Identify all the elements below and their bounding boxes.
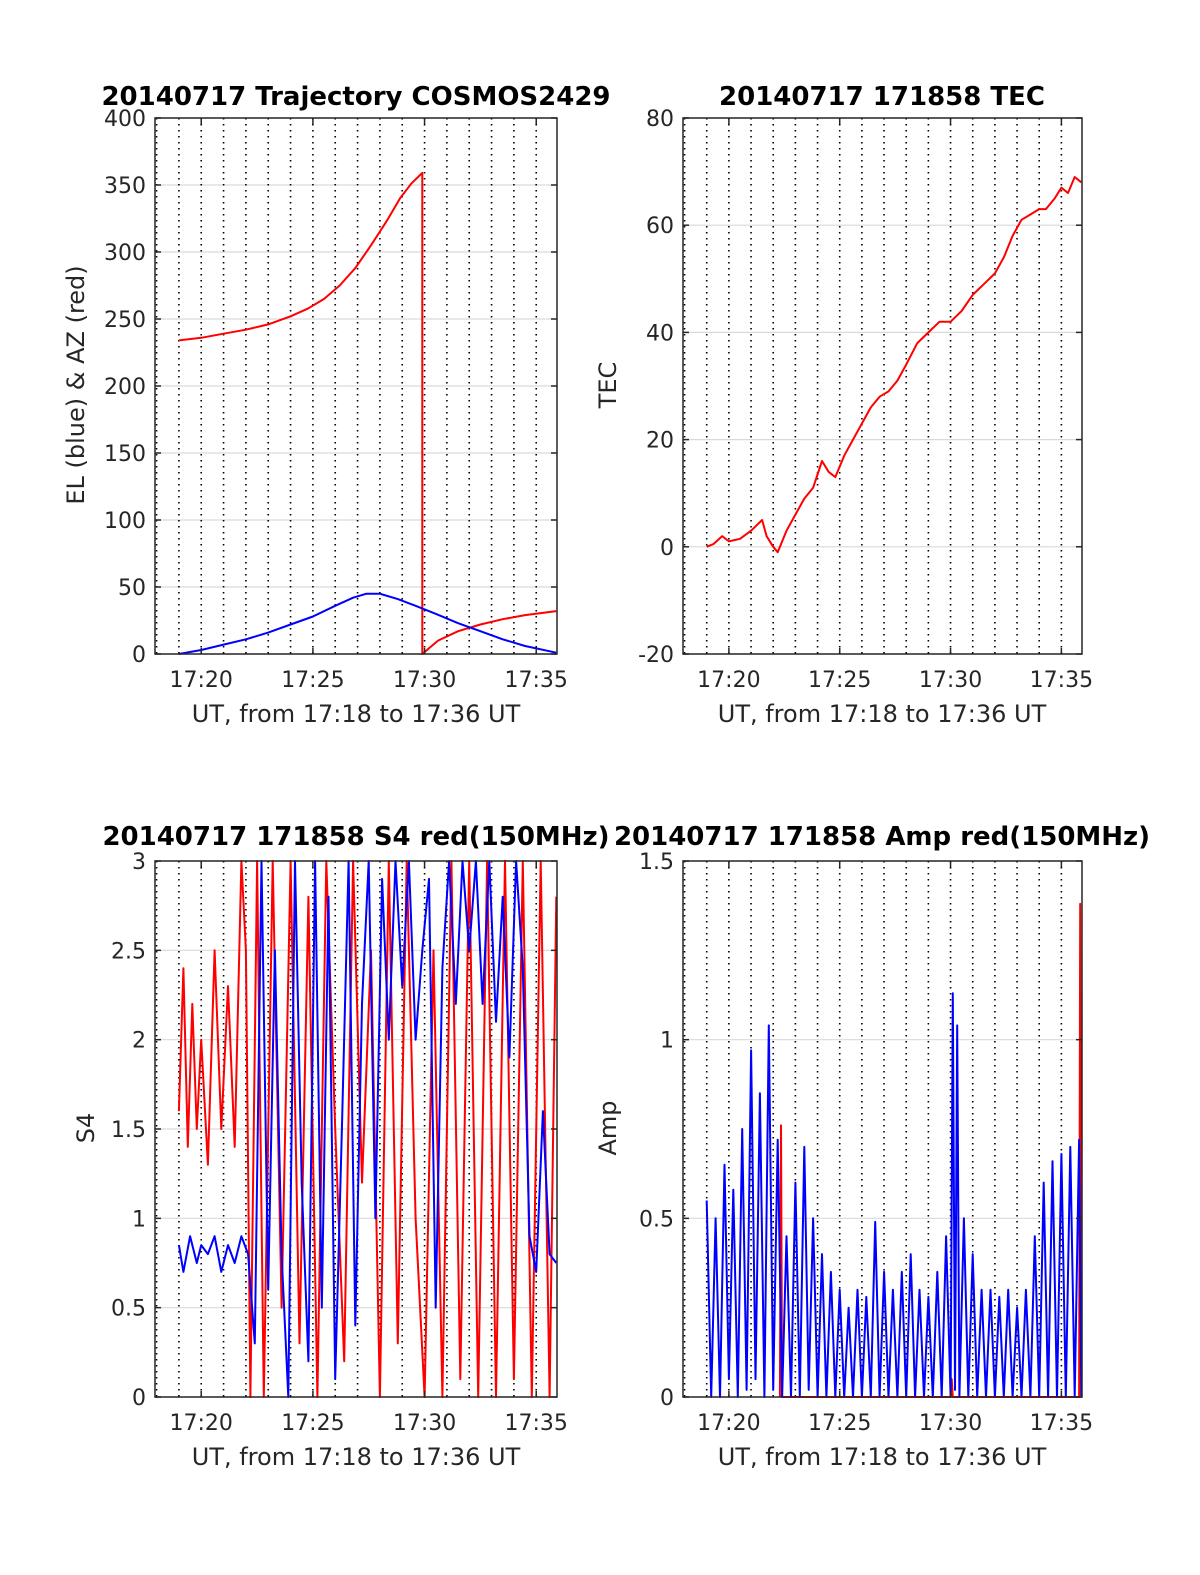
xtick-label-tec: 17:35 xyxy=(1030,668,1093,693)
plot-s4: 0 0.5 1 1.5 2 2.5 3 17:20 17:25 17:30 17:35 xyxy=(111,850,568,1436)
plot-trajectory: 0 50 100 150 200 250 300 350 400 17:20 17:25 17:30 1… xyxy=(104,107,568,693)
xtick-label-s4: 17:20 xyxy=(170,1411,233,1436)
ytick-label-trajectory: 150 xyxy=(104,442,146,467)
xtick-label-trajectory: 17:25 xyxy=(281,668,344,693)
xtick-label-trajectory: 17:20 xyxy=(170,668,233,693)
xtick-label-tec: 17:20 xyxy=(697,668,760,693)
title-tec: 20140717 171858 TEC xyxy=(719,82,1045,112)
ytick-label-trajectory: 250 xyxy=(104,308,146,333)
title-amp: 20140717 171858 Amp red(150MHz) xyxy=(614,822,1150,852)
ytick-label-trajectory: 0 xyxy=(132,643,146,668)
ytick-label-tec: 60 xyxy=(646,214,674,239)
xtick-label-tec: 17:30 xyxy=(919,668,982,693)
panel-trajectory: 20140717 Trajectory COSMOS2429 UT, from … xyxy=(62,82,611,728)
ytick-label-trajectory: 350 xyxy=(104,174,146,199)
panel-s4: 20140717 171858 S4 red(150MHz) UT, from … xyxy=(72,822,610,1471)
panel-tec: 20140717 171858 TEC UT, from 17:18 to 17… xyxy=(594,82,1047,728)
ytick-label-trajectory: 200 xyxy=(104,375,146,400)
xtick-label-s4: 17:35 xyxy=(505,1411,568,1436)
ytick-label-trajectory: 300 xyxy=(104,241,146,266)
ytick-label-s4: 3 xyxy=(132,850,146,875)
ytick-label-s4: 2 xyxy=(132,1029,146,1054)
ylabel-tec: TEC xyxy=(594,362,622,410)
title-trajectory: 20140717 Trajectory COSMOS2429 xyxy=(101,82,610,112)
ylabel-trajectory: EL (blue) & AZ (red) xyxy=(62,265,90,504)
ytick-label-tec: -20 xyxy=(638,643,674,668)
ytick-label-s4: 0.5 xyxy=(111,1297,146,1322)
ytick-label-s4: 1 xyxy=(132,1207,146,1232)
ytick-label-s4: 2.5 xyxy=(111,939,146,964)
xtick-label-amp: 17:35 xyxy=(1030,1411,1093,1436)
xtick-label-s4: 17:25 xyxy=(281,1411,344,1436)
series-amp-1 xyxy=(705,992,1083,1398)
xlabel-tec: UT, from 17:18 to 17:36 UT xyxy=(718,700,1047,728)
plot-area-tec xyxy=(683,118,1082,654)
xtick-label-amp: 17:30 xyxy=(919,1411,982,1436)
xlabel-s4: UT, from 17:18 to 17:36 UT xyxy=(192,1443,521,1471)
xtick-label-amp: 17:20 xyxy=(697,1411,760,1436)
ytick-label-s4: 0 xyxy=(132,1386,146,1411)
ytick-label-tec: 0 xyxy=(660,536,674,561)
ylabel-s4: S4 xyxy=(72,1113,100,1144)
plot-amp: 0 0.5 1 1.5 17:20 17:25 17:30 17:35 xyxy=(639,850,1093,1436)
axes-box-amp xyxy=(682,860,1083,1398)
plot-tec: -20 0 20 40 60 80 17:20 17:25 17:30 17:35 xyxy=(638,107,1093,693)
xlabel-trajectory: UT, from 17:18 to 17:36 UT xyxy=(192,700,521,728)
ytick-label-amp: 0 xyxy=(660,1386,674,1411)
panel-amp: 20140717 171858 Amp red(150MHz) UT, from… xyxy=(594,822,1150,1471)
xtick-label-trajectory: 17:30 xyxy=(393,668,456,693)
title-s4: 20140717 171858 S4 red(150MHz) xyxy=(102,822,609,852)
ytick-label-trajectory: 400 xyxy=(104,107,146,132)
xtick-label-amp: 17:25 xyxy=(808,1411,871,1436)
ytick-label-s4: 1.5 xyxy=(111,1118,146,1143)
ytick-label-amp: 0.5 xyxy=(639,1207,674,1232)
series-trajectory-1 xyxy=(178,592,557,655)
ytick-label-trajectory: 100 xyxy=(104,509,146,534)
xtick-label-trajectory: 17:35 xyxy=(505,668,568,693)
axes-box-tec xyxy=(682,117,1083,655)
ytick-label-tec: 80 xyxy=(646,107,674,132)
series-tec-0 xyxy=(706,176,1082,554)
xtick-label-s4: 17:30 xyxy=(393,1411,456,1436)
xlabel-amp: UT, from 17:18 to 17:36 UT xyxy=(718,1443,1047,1471)
ytick-label-amp: 1 xyxy=(660,1029,674,1054)
ytick-label-tec: 40 xyxy=(646,321,674,346)
ytick-label-amp: 1.5 xyxy=(639,850,674,875)
xtick-label-tec: 17:25 xyxy=(808,668,871,693)
ylabel-amp: Amp xyxy=(594,1100,622,1155)
series-amp-0 xyxy=(778,902,1083,1398)
ytick-label-trajectory: 50 xyxy=(118,576,146,601)
ytick-label-tec: 20 xyxy=(646,429,674,454)
series-s4-1 xyxy=(177,860,558,1398)
